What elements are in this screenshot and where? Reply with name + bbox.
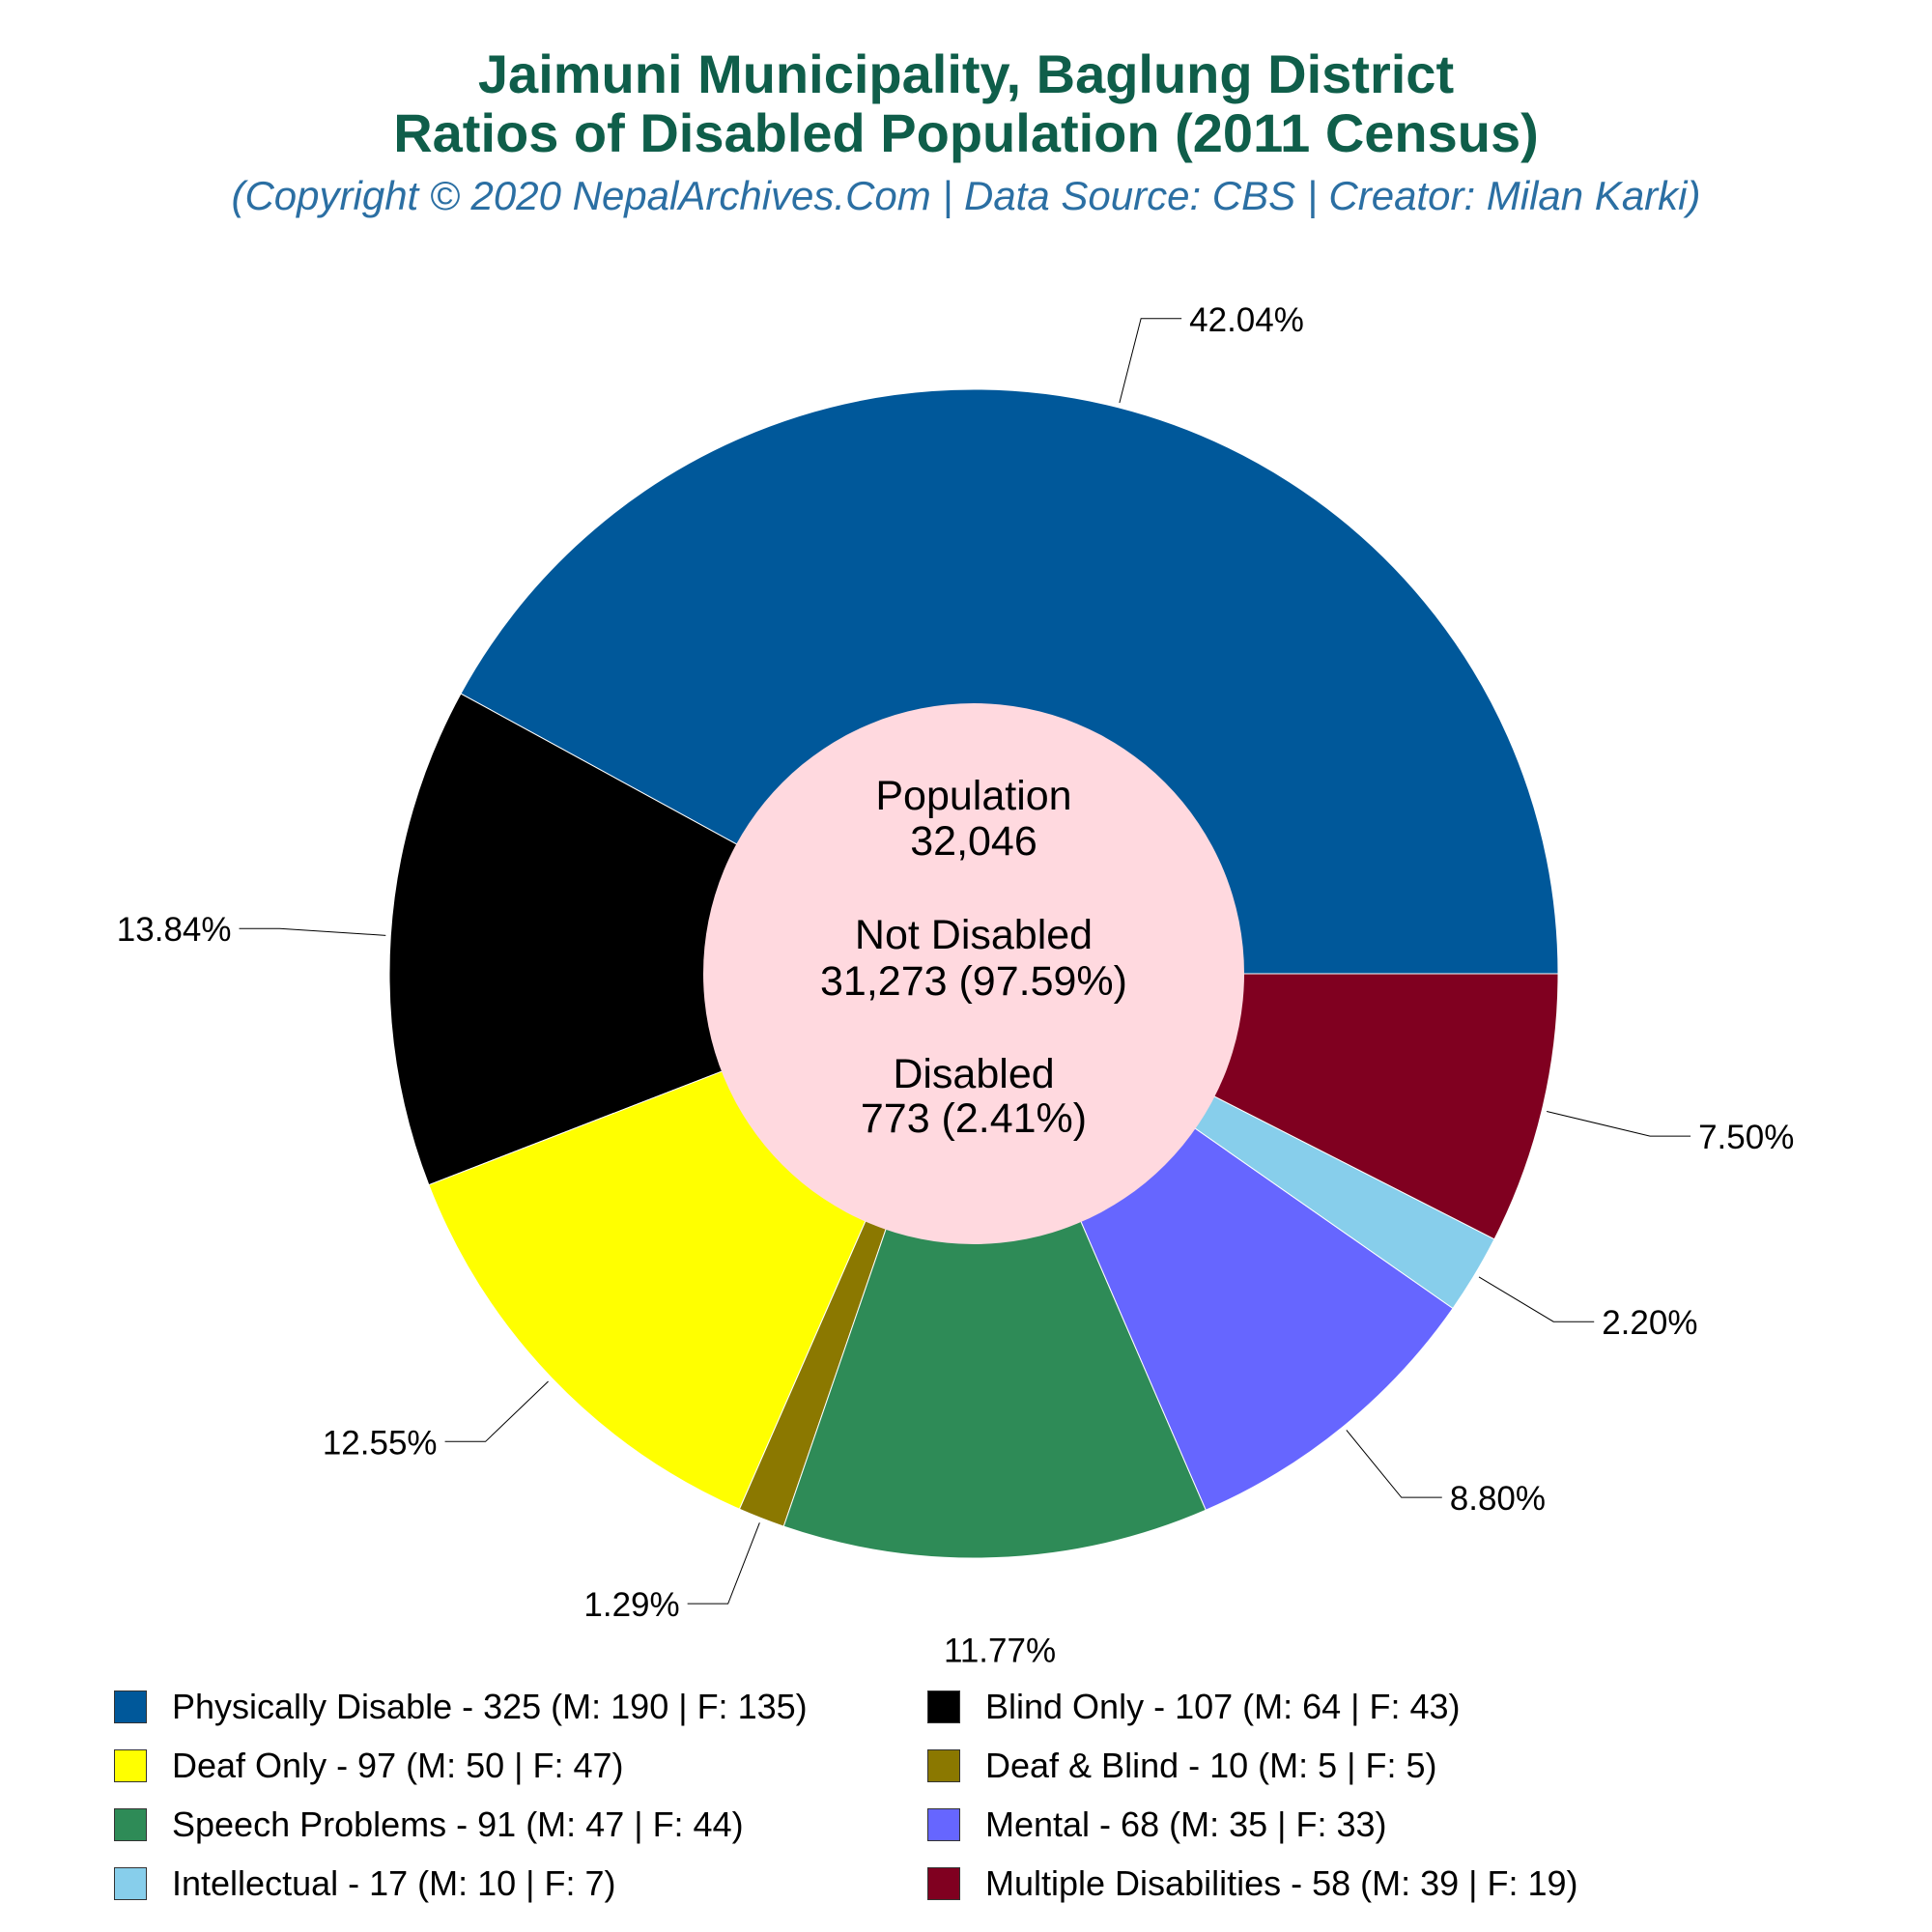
center-disabled-value: 773 (2.41%) [861, 1095, 1087, 1142]
legend-swatch-2 [114, 1749, 147, 1782]
center-population-value: 32,046 [910, 818, 1037, 865]
leader-line-5 [1346, 1430, 1442, 1498]
leader-line-2 [444, 1380, 549, 1442]
center-not-disabled-label: Not Disabled [855, 912, 1093, 958]
chart-subtitle: (Copyright © 2020 NepalArchives.Com | Da… [231, 173, 1701, 218]
center-disabled-label: Disabled [893, 1051, 1054, 1097]
legend-item-3: Deaf & Blind - 10 (M: 5 | F: 5) [927, 1742, 1437, 1790]
legend-swatch-1 [927, 1690, 960, 1723]
legend-item-5: Mental - 68 (M: 35 | F: 33) [927, 1801, 1387, 1849]
percent-label-6: 2.20% [1602, 1304, 1697, 1342]
legend-item-6: Intellectual - 17 (M: 10 | F: 7) [114, 1860, 616, 1908]
percent-label-2: 12.55% [323, 1424, 438, 1462]
center-not-disabled-value: 31,273 (97.59%) [820, 958, 1127, 1005]
percent-label-3: 1.29% [583, 1586, 679, 1624]
donut-center [703, 703, 1244, 1244]
percent-label-0: 42.04% [1189, 301, 1304, 339]
percent-label-4: 11.77% [944, 1632, 1056, 1669]
legend-swatch-6 [114, 1867, 147, 1900]
pie-slice-0 [460, 388, 1559, 975]
legend-label-0: Physically Disable - 325 (M: 190 | F: 13… [172, 1687, 808, 1726]
legend-item-0: Physically Disable - 325 (M: 190 | F: 13… [114, 1683, 808, 1731]
percent-label-7: 7.50% [1698, 1119, 1794, 1156]
legend-label-5: Mental - 68 (M: 35 | F: 33) [985, 1804, 1387, 1844]
leader-line-6 [1478, 1276, 1595, 1322]
chart-title-line2: Ratios of Disabled Population (2011 Cens… [393, 102, 1539, 163]
leader-line-0 [1119, 318, 1182, 404]
legend-item-1: Blind Only - 107 (M: 64 | F: 43) [927, 1683, 1461, 1731]
legend-swatch-0 [114, 1690, 147, 1723]
leader-line-3 [687, 1522, 760, 1605]
legend-item-4: Speech Problems - 91 (M: 47 | F: 44) [114, 1801, 744, 1849]
legend-item-2: Deaf Only - 97 (M: 50 | F: 47) [114, 1742, 624, 1790]
legend-swatch-4 [114, 1808, 147, 1841]
legend-item-7: Multiple Disabilities - 58 (M: 39 | F: 1… [927, 1860, 1578, 1908]
legend-swatch-7 [927, 1867, 960, 1900]
pie-slice-1 [388, 693, 976, 1186]
legend-swatch-5 [927, 1808, 960, 1841]
leader-line-7 [1547, 1110, 1691, 1137]
legend-label-4: Speech Problems - 91 (M: 47 | F: 44) [172, 1804, 744, 1844]
legend-label-6: Intellectual - 17 (M: 10 | F: 7) [172, 1863, 616, 1903]
percent-label-1: 13.84% [117, 911, 232, 949]
legend-swatch-3 [927, 1749, 960, 1782]
legend-label-7: Multiple Disabilities - 58 (M: 39 | F: 1… [985, 1863, 1578, 1903]
legend-label-2: Deaf Only - 97 (M: 50 | F: 47) [172, 1746, 624, 1785]
chart-title-line1: Jaimuni Municipality, Baglung District [477, 43, 1455, 104]
pie-slice-4 [782, 972, 1207, 1559]
legend-label-3: Deaf & Blind - 10 (M: 5 | F: 5) [985, 1746, 1437, 1785]
center-population-label: Population [875, 773, 1071, 819]
legend-label-1: Blind Only - 107 (M: 64 | F: 43) [985, 1687, 1461, 1726]
percent-label-5: 8.80% [1450, 1480, 1546, 1518]
leader-line-1 [239, 927, 386, 936]
